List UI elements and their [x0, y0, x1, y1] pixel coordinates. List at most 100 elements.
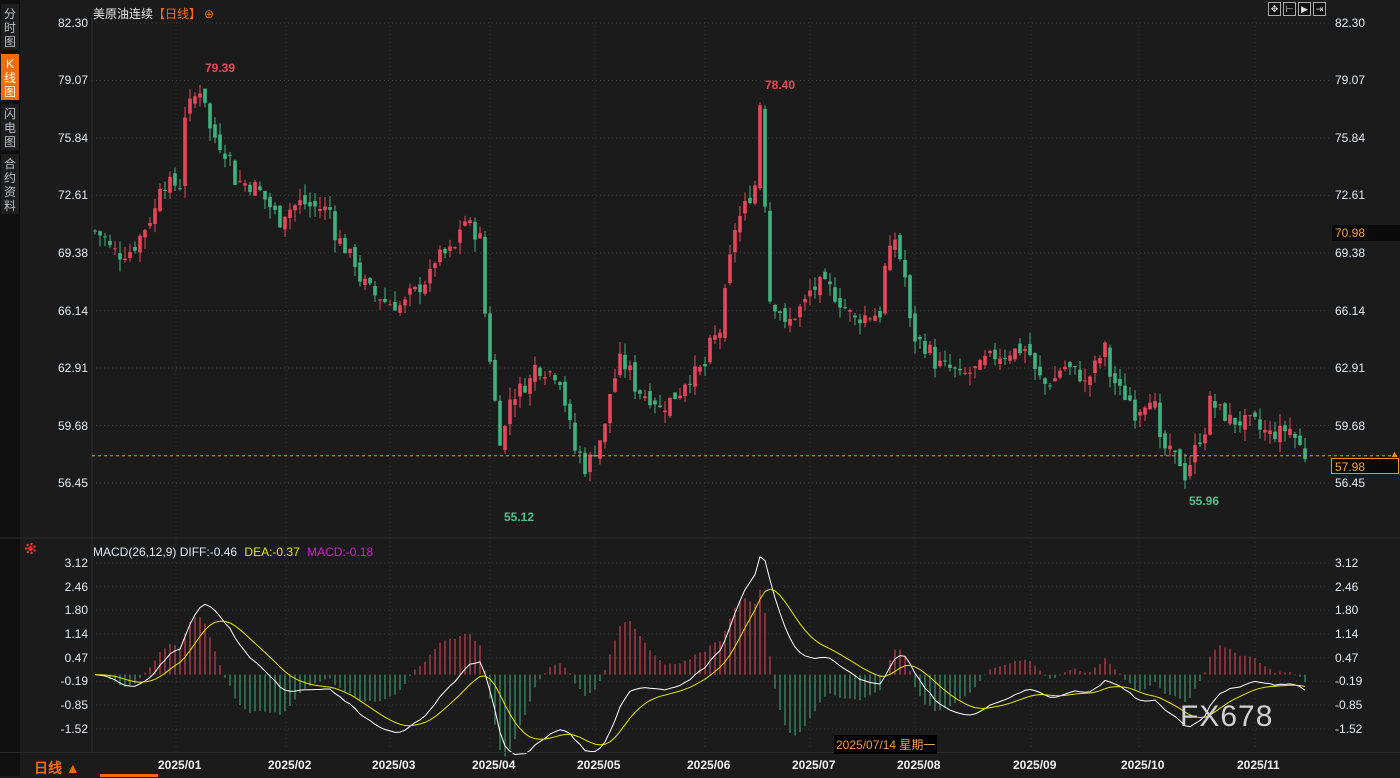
candle	[913, 313, 917, 342]
candle	[523, 385, 527, 393]
macd-tick-label: -0.19	[60, 674, 88, 689]
candle	[788, 318, 792, 326]
date-tick-label: 2025/06	[687, 758, 731, 772]
macd-legend: MACD(26,12,9) DIFF:-0.46 DEA:-0.37 MACD:…	[93, 545, 373, 559]
candle	[663, 410, 667, 413]
chart-title: 美原油连续【日线】 ⊕	[93, 5, 214, 22]
candle	[483, 236, 487, 314]
macd-params: MACD(26,12,9)	[93, 545, 177, 559]
candle	[1078, 369, 1082, 382]
macd-tick-label: -0.19	[1335, 674, 1363, 689]
candle	[1268, 430, 1272, 435]
candle	[428, 268, 432, 284]
candle	[273, 205, 277, 210]
candle	[798, 306, 802, 318]
sidebar-item-contract-info[interactable]: 合约资料	[1, 154, 19, 214]
price-tick-label: 75.84	[57, 130, 88, 145]
candle	[828, 281, 832, 285]
candle	[753, 185, 757, 204]
candle	[653, 400, 657, 405]
candle	[1123, 385, 1127, 400]
candle	[683, 384, 687, 397]
candle	[288, 209, 292, 218]
candle	[898, 235, 902, 260]
candle	[413, 286, 417, 290]
candle	[488, 313, 492, 362]
candle	[713, 335, 717, 340]
play-icon[interactable]: ▶	[1298, 2, 1311, 16]
sidebar-item-timeshare[interactable]: 分时图	[1, 4, 19, 50]
candle	[543, 377, 547, 379]
date-tick-label: 2025/05	[577, 758, 621, 772]
sidebar-item-kline[interactable]: K线图	[1, 54, 19, 100]
candle	[558, 382, 562, 386]
candle	[638, 390, 642, 394]
candle	[1148, 402, 1152, 410]
candle	[838, 298, 842, 308]
sidebar-item-flash[interactable]: 闪电图	[1, 104, 19, 150]
date-tick-label: 2025/04	[472, 758, 516, 772]
plus-circle-icon[interactable]: ⊕	[204, 7, 215, 21]
candle	[433, 263, 437, 269]
cursor-date-tag: 2025/07/14 星期一	[834, 735, 938, 754]
candle	[783, 308, 787, 322]
macd-tick-label: 1.80	[64, 603, 88, 618]
candle	[823, 271, 827, 280]
macd-tick-label: 0.47	[64, 650, 88, 665]
zoom-range-icon[interactable]: ⊢	[1283, 2, 1296, 16]
candle	[1173, 450, 1177, 453]
candle	[848, 310, 852, 312]
price-tick-label: 62.91	[57, 361, 88, 376]
move-right-icon[interactable]: ⇥	[1313, 2, 1326, 16]
candle	[603, 423, 607, 443]
candle	[948, 364, 952, 368]
candle	[1248, 415, 1252, 417]
candle	[988, 350, 992, 354]
candle	[568, 403, 572, 421]
candle	[1188, 464, 1192, 477]
candle	[738, 215, 742, 233]
crosshair-icon[interactable]: ✥	[1268, 2, 1281, 16]
candle	[468, 220, 472, 223]
candle	[883, 265, 887, 314]
candle	[1048, 385, 1052, 387]
indicator-settings-icon[interactable]	[25, 543, 36, 554]
candle	[513, 399, 517, 405]
candle	[953, 367, 957, 369]
candle	[613, 378, 617, 392]
candle	[1128, 395, 1132, 401]
candle	[183, 117, 187, 186]
candle	[418, 284, 422, 293]
macd-tick-label: 1.14	[1335, 626, 1359, 641]
price-tick-label: 59.68	[57, 418, 88, 433]
candle	[168, 176, 172, 193]
macd-tick-label: -0.85	[1335, 698, 1363, 713]
candle	[408, 288, 412, 295]
candle	[1143, 407, 1147, 415]
price-tick-label: 72.61	[57, 188, 88, 203]
candle	[1223, 403, 1227, 421]
candle	[503, 425, 507, 450]
candle	[533, 364, 537, 382]
candle	[448, 246, 452, 251]
candle	[1103, 342, 1107, 358]
candle	[718, 332, 722, 338]
candle	[793, 318, 797, 320]
candle	[108, 240, 112, 246]
candle	[563, 381, 567, 406]
candle	[328, 207, 332, 210]
candle	[708, 337, 712, 363]
period-selector-button[interactable]: 日线 ▲	[34, 760, 80, 776]
candle	[983, 355, 987, 366]
candle	[648, 391, 652, 406]
candle	[923, 340, 927, 354]
macd-tick-label: 0.47	[1335, 650, 1359, 665]
candle	[963, 372, 967, 374]
candle	[1153, 401, 1157, 408]
candle	[1263, 429, 1267, 433]
macd-tick-label: 1.14	[64, 626, 88, 641]
candle	[158, 188, 162, 212]
candle	[263, 190, 267, 200]
candle	[1003, 357, 1007, 359]
